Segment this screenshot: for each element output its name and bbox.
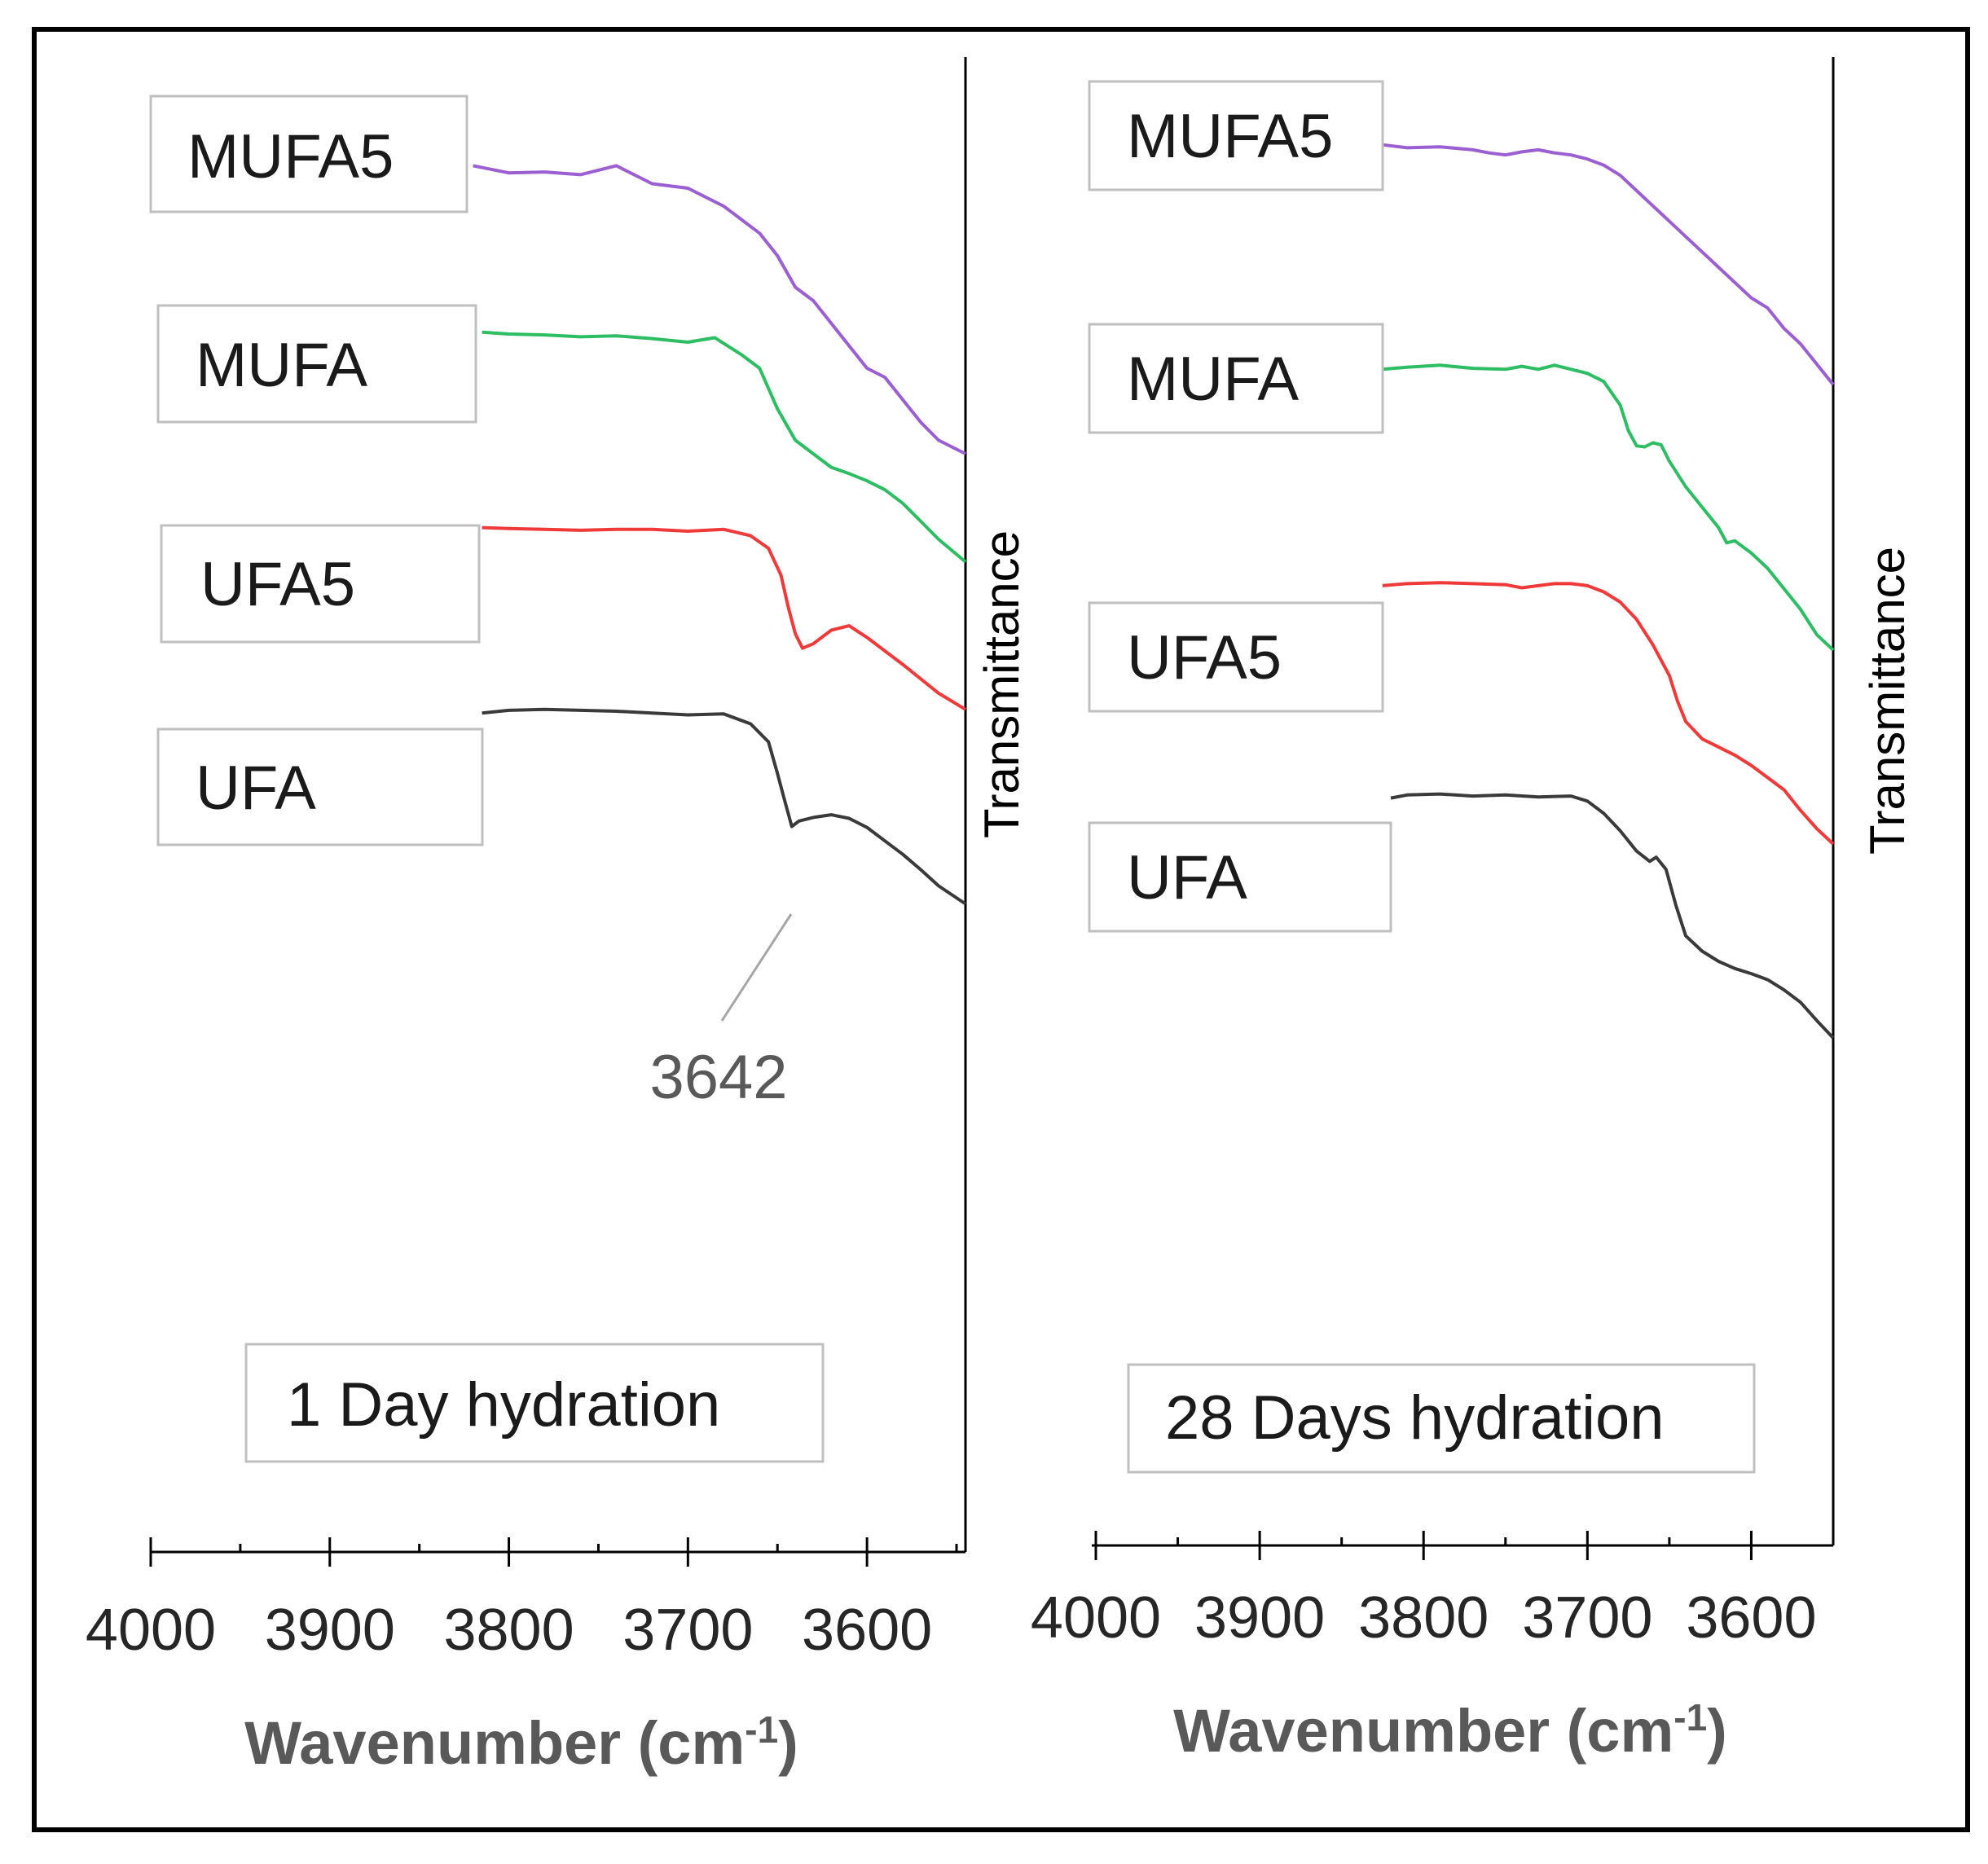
series-line-ufa5-right xyxy=(1382,581,1835,846)
label-box-mufa-left xyxy=(156,304,477,424)
series-label-mufa5-right: MUFA5 xyxy=(1127,102,1333,171)
series-line-ufa-right xyxy=(1390,792,1835,1040)
panel-title-1-day: 1 Day hydration xyxy=(287,1370,720,1440)
x-tick-label-3600-left: 3600 xyxy=(802,1598,932,1663)
label-box-mufa5-right xyxy=(1088,80,1384,191)
x-tick-label-4000-left: 4000 xyxy=(86,1598,216,1663)
annotation-3642-label: 3642 xyxy=(649,1043,787,1112)
left-series-group xyxy=(473,164,967,906)
series-line-mufa-right xyxy=(1382,363,1835,652)
figure-frame xyxy=(32,27,1970,1832)
label-box-ufa5-left xyxy=(160,524,481,644)
x-tick-label-4000-right: 4000 xyxy=(1031,1585,1161,1651)
label-box-ufa5-right xyxy=(1088,601,1384,713)
series-label-mufa-right: MUFA xyxy=(1127,345,1299,414)
label-box-mufa5-left xyxy=(149,95,468,213)
annotation-pointer-line xyxy=(720,913,793,1022)
panel-28-days: 4000 3900 3800 3700 3600 MUFA5 MUFA UFA5 UFA… xyxy=(1031,57,1915,1765)
series-label-mufa5-left: MUFA5 xyxy=(187,122,394,191)
left-x-ticks: 4000 3900 3800 3700 3600 xyxy=(86,1537,958,1663)
right-series-group xyxy=(1382,143,1835,1040)
panel-title-28-days: 28 Days hydration xyxy=(1165,1383,1665,1453)
left-y-axis-label: Transmittance xyxy=(974,530,1029,838)
series-line-mufa5-right xyxy=(1382,143,1835,386)
x-tick-label-3800-left: 3800 xyxy=(443,1598,574,1663)
series-line-mufa-left xyxy=(482,330,967,564)
x-tick-label-3700-left: 3700 xyxy=(622,1598,753,1663)
panel-1-day: 4000 3900 3800 3700 3600 3642 MUFA5 MUFA UFA… xyxy=(86,57,1029,1777)
series-label-ufa5-right: UFA5 xyxy=(1127,623,1282,692)
x-tick-label-3900-right: 3900 xyxy=(1194,1585,1325,1651)
x-tick-label-3800-right: 3800 xyxy=(1358,1585,1489,1651)
label-box-mufa-right xyxy=(1088,323,1384,434)
x-tick-label-3900-left: 3900 xyxy=(265,1598,395,1663)
label-box-ufa-left xyxy=(156,728,484,846)
left-x-axis-title: Wavenumber (cm-1) xyxy=(244,1708,798,1777)
series-line-ufa5-left xyxy=(482,525,967,711)
series-label-ufa-right: UFA xyxy=(1127,843,1247,912)
series-label-ufa5-left: UFA5 xyxy=(200,550,355,619)
panel-title-box-left xyxy=(244,1343,825,1463)
series-line-mufa5-left xyxy=(473,164,966,455)
right-y-axis-label: Transmittance xyxy=(1860,547,1915,855)
series-line-ufa-left xyxy=(482,707,967,906)
right-x-ticks: 4000 3900 3800 3700 3600 xyxy=(1031,1531,1835,1651)
series-label-ufa-left: UFA xyxy=(196,754,316,823)
right-x-axis-title: Wavenumber (cm-1) xyxy=(1173,1696,1727,1765)
x-tick-label-3600-right: 3600 xyxy=(1686,1585,1816,1651)
panel-title-box-right xyxy=(1127,1363,1756,1474)
series-label-mufa-left: MUFA xyxy=(196,331,367,400)
label-box-ufa-right xyxy=(1088,821,1392,933)
x-tick-label-3700-right: 3700 xyxy=(1522,1585,1652,1651)
